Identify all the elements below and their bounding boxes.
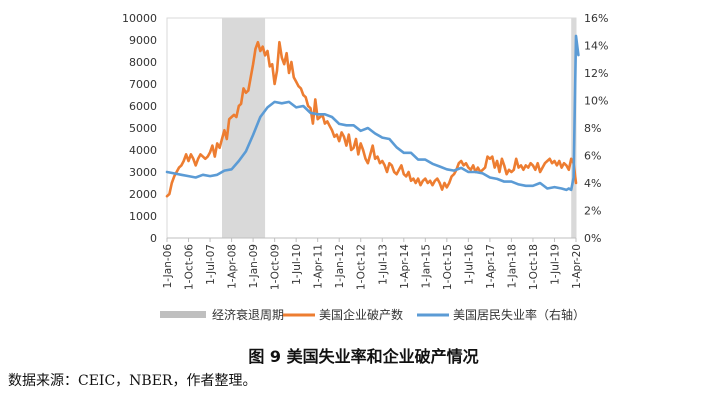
x-tick-label: 1-Jul-10 bbox=[291, 244, 303, 285]
right-axis: 0% 2% 4% 6% 8% 10% 12% 14% 16% bbox=[584, 12, 608, 245]
legend-label-recession: 经济衰退周期 bbox=[212, 307, 284, 322]
recession-bands bbox=[222, 18, 576, 238]
x-tick-label: 1-Jul-13 bbox=[377, 244, 389, 285]
left-tick-label: 9000 bbox=[129, 34, 157, 47]
right-tick-label: 16% bbox=[584, 12, 608, 25]
x-tick-label: 1-Jul-16 bbox=[463, 244, 475, 285]
x-tick-label: 1-Jan-06 bbox=[162, 244, 174, 289]
right-tick-label: 14% bbox=[584, 40, 608, 53]
x-tick-label: 1-Jan-12 bbox=[334, 244, 346, 288]
left-axis: 0 1000 2000 3000 4000 5000 6000 7000 8000 9000 100… bbox=[122, 12, 157, 245]
right-tick-label: 12% bbox=[584, 67, 608, 80]
left-tick-label: 1000 bbox=[129, 210, 157, 223]
x-tick-label: 1-Oct-09 bbox=[270, 244, 282, 290]
right-tick-label: 6% bbox=[584, 150, 601, 163]
legend-label-bankruptcy: 美国企业破产数 bbox=[319, 307, 403, 322]
legend-swatch-recession bbox=[160, 311, 206, 318]
left-tick-label: 2000 bbox=[129, 188, 157, 201]
x-tick-label: 1-Apr-14 bbox=[399, 244, 411, 289]
right-tick-label: 0% bbox=[584, 232, 601, 245]
x-tick-label: 1-Oct-06 bbox=[184, 244, 196, 290]
x-tick-label: 1-Jul-19 bbox=[549, 244, 561, 285]
right-tick-label: 8% bbox=[584, 122, 601, 135]
x-tick-label: 1-Apr-17 bbox=[485, 244, 497, 289]
x-tick-label: 1-Oct-12 bbox=[356, 244, 368, 290]
x-tick-label: 1-Apr-11 bbox=[313, 244, 325, 289]
left-tick-label: 0 bbox=[150, 232, 157, 245]
right-tick-label: 4% bbox=[584, 177, 601, 190]
left-tick-label: 6000 bbox=[129, 100, 157, 113]
left-tick-label: 10000 bbox=[122, 12, 157, 25]
x-tick-label: 1-Jul-07 bbox=[205, 244, 217, 285]
chart: 0 1000 2000 3000 4000 5000 6000 7000 8000 9000 100… bbox=[122, 12, 608, 322]
left-tick-label: 7000 bbox=[129, 78, 157, 91]
series-lines bbox=[165, 34, 580, 198]
x-tick-label: 1-Oct-18 bbox=[528, 244, 540, 290]
left-tick-label: 8000 bbox=[129, 56, 157, 69]
left-tick-label: 4000 bbox=[129, 144, 157, 157]
legend-label-unemployment: 美国居民失业率（右轴） bbox=[453, 307, 585, 322]
x-tick-label: 1-Oct-15 bbox=[442, 244, 454, 290]
figure-caption: 图 9 美国失业率和企业破产情况 bbox=[248, 347, 479, 366]
legend: 经济衰退周期 美国企业破产数 美国居民失业率（右轴） bbox=[160, 307, 585, 322]
x-tick-label: 1-Jan-09 bbox=[248, 244, 260, 288]
right-tick-label: 10% bbox=[584, 95, 608, 108]
right-tick-label: 2% bbox=[584, 205, 601, 218]
left-tick-label: 3000 bbox=[129, 166, 157, 179]
left-tick-label: 5000 bbox=[129, 122, 157, 135]
x-tick-label: 1-Apr-08 bbox=[227, 244, 239, 289]
series-line-unemployment bbox=[165, 34, 580, 192]
series-line-bankruptcy bbox=[165, 40, 578, 198]
data-source-note: 数据来源：CEIC，NBER，作者整理。 bbox=[8, 373, 257, 389]
x-tick-label: 1-Apr-20 bbox=[571, 244, 583, 289]
x-tick-label: 1-Jan-15 bbox=[420, 244, 432, 288]
x-tick-label: 1-Jan-18 bbox=[506, 244, 518, 288]
x-axis: 1-Jan-06 1-Oct-06 1-Jul-07 1-Apr-08 1-Jan-09… bbox=[162, 238, 583, 290]
